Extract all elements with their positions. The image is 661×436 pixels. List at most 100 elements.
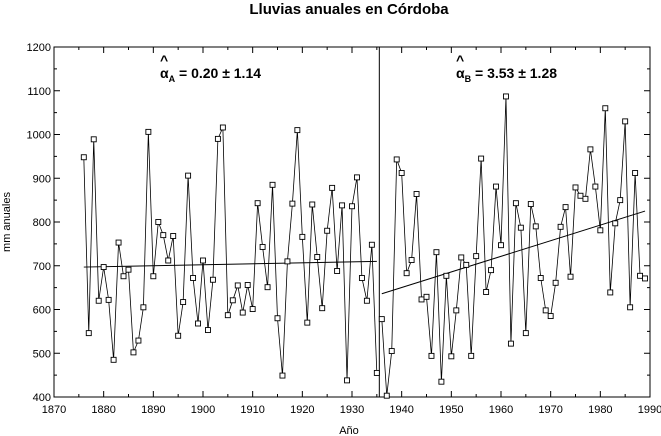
data-point bbox=[125, 266, 132, 273]
data-point bbox=[160, 232, 167, 239]
data-point bbox=[140, 304, 147, 311]
data-point bbox=[418, 296, 425, 303]
x-tick-label: 1920 bbox=[290, 404, 314, 416]
data-point bbox=[279, 372, 286, 379]
data-point bbox=[244, 282, 251, 288]
data-point bbox=[274, 315, 281, 322]
x-tick-label: 1950 bbox=[439, 404, 463, 416]
fit-lines bbox=[83, 210, 646, 295]
data-point bbox=[398, 170, 405, 176]
data-point bbox=[239, 309, 246, 316]
y-tick-label: 900 bbox=[33, 173, 51, 185]
data-point bbox=[498, 242, 504, 249]
data-point bbox=[269, 181, 276, 188]
data-point bbox=[577, 192, 584, 199]
data-point bbox=[582, 195, 589, 202]
data-point bbox=[135, 337, 142, 344]
data-point bbox=[80, 154, 87, 161]
y-tick-label: 700 bbox=[33, 261, 51, 273]
series-line bbox=[381, 96, 646, 396]
data-point bbox=[180, 299, 187, 306]
data-point bbox=[592, 183, 599, 190]
data-point bbox=[324, 227, 331, 234]
data-point bbox=[349, 203, 355, 210]
data-point bbox=[309, 201, 316, 208]
data-point bbox=[493, 183, 499, 190]
x-tick-label: 1940 bbox=[389, 404, 413, 416]
data-point bbox=[289, 200, 296, 207]
x-tick-label: 1910 bbox=[240, 404, 264, 416]
data-point bbox=[453, 307, 460, 314]
data-point bbox=[413, 191, 420, 197]
data-point bbox=[408, 257, 415, 264]
data-point bbox=[150, 273, 157, 280]
data-point bbox=[373, 369, 380, 376]
data-point bbox=[200, 257, 206, 264]
alpha-symbol-b: α bbox=[456, 65, 465, 81]
data-point bbox=[468, 352, 475, 359]
data-point bbox=[537, 275, 544, 281]
data-point bbox=[175, 332, 182, 339]
y-tick-label: 800 bbox=[33, 217, 51, 229]
x-tick-label: 1980 bbox=[588, 404, 612, 416]
data-point bbox=[527, 201, 534, 208]
data-point bbox=[388, 348, 395, 355]
data-point bbox=[403, 270, 410, 277]
alpha-subscript-a: A bbox=[169, 74, 176, 84]
y-tick-label: 1000 bbox=[27, 130, 51, 142]
data-point bbox=[339, 202, 346, 209]
data-point bbox=[170, 233, 177, 239]
data-point bbox=[105, 296, 112, 303]
x-tick-label: 1900 bbox=[191, 404, 215, 416]
y-tick-label: 500 bbox=[33, 348, 51, 360]
data-point bbox=[552, 279, 559, 286]
data-point bbox=[205, 327, 211, 334]
series-line bbox=[83, 127, 378, 381]
data-point bbox=[562, 204, 569, 211]
data-point bbox=[478, 155, 485, 162]
data-point bbox=[602, 105, 609, 112]
data-point bbox=[254, 200, 261, 207]
data-point bbox=[120, 273, 127, 280]
data-point bbox=[607, 289, 614, 296]
y-tick-label: 1200 bbox=[27, 42, 51, 54]
data-point bbox=[155, 219, 162, 225]
data-point bbox=[547, 313, 554, 320]
y-axis-label: mm anuales bbox=[1, 192, 13, 252]
x-tick-label: 1990 bbox=[638, 404, 661, 416]
data-point bbox=[130, 349, 137, 356]
data-point bbox=[473, 253, 480, 260]
x-tick-label: 1970 bbox=[538, 404, 562, 416]
trend-line bbox=[381, 210, 646, 295]
y-axis-ticks: 400 500 600 700 800 900 1000 1100 1200 bbox=[27, 42, 650, 404]
data-point bbox=[234, 282, 241, 289]
data-point bbox=[622, 118, 629, 125]
data-point bbox=[209, 276, 216, 283]
data-point bbox=[557, 223, 564, 230]
data-point bbox=[284, 258, 291, 265]
data-point bbox=[368, 241, 375, 248]
data-point bbox=[329, 184, 336, 191]
data-point bbox=[572, 184, 579, 191]
data-point bbox=[319, 305, 326, 312]
plot-frame bbox=[53, 46, 651, 398]
data-point bbox=[512, 200, 519, 207]
data-point bbox=[393, 156, 400, 163]
data-point bbox=[358, 275, 365, 281]
data-point bbox=[190, 275, 197, 281]
data-point bbox=[264, 284, 271, 291]
data-point bbox=[627, 304, 634, 311]
data-point bbox=[597, 227, 604, 234]
data-point bbox=[587, 146, 594, 153]
trend-line bbox=[83, 260, 377, 268]
data-point bbox=[507, 340, 514, 347]
data-point bbox=[185, 172, 192, 179]
hat-a: ^ bbox=[160, 52, 168, 68]
slope-annotation-period-a: αA = 0.20 ± 1.14 bbox=[160, 65, 261, 84]
data-point bbox=[165, 257, 172, 264]
data-point bbox=[115, 239, 122, 246]
data-point bbox=[642, 275, 648, 282]
data-point bbox=[637, 272, 644, 279]
data-point bbox=[249, 306, 256, 313]
